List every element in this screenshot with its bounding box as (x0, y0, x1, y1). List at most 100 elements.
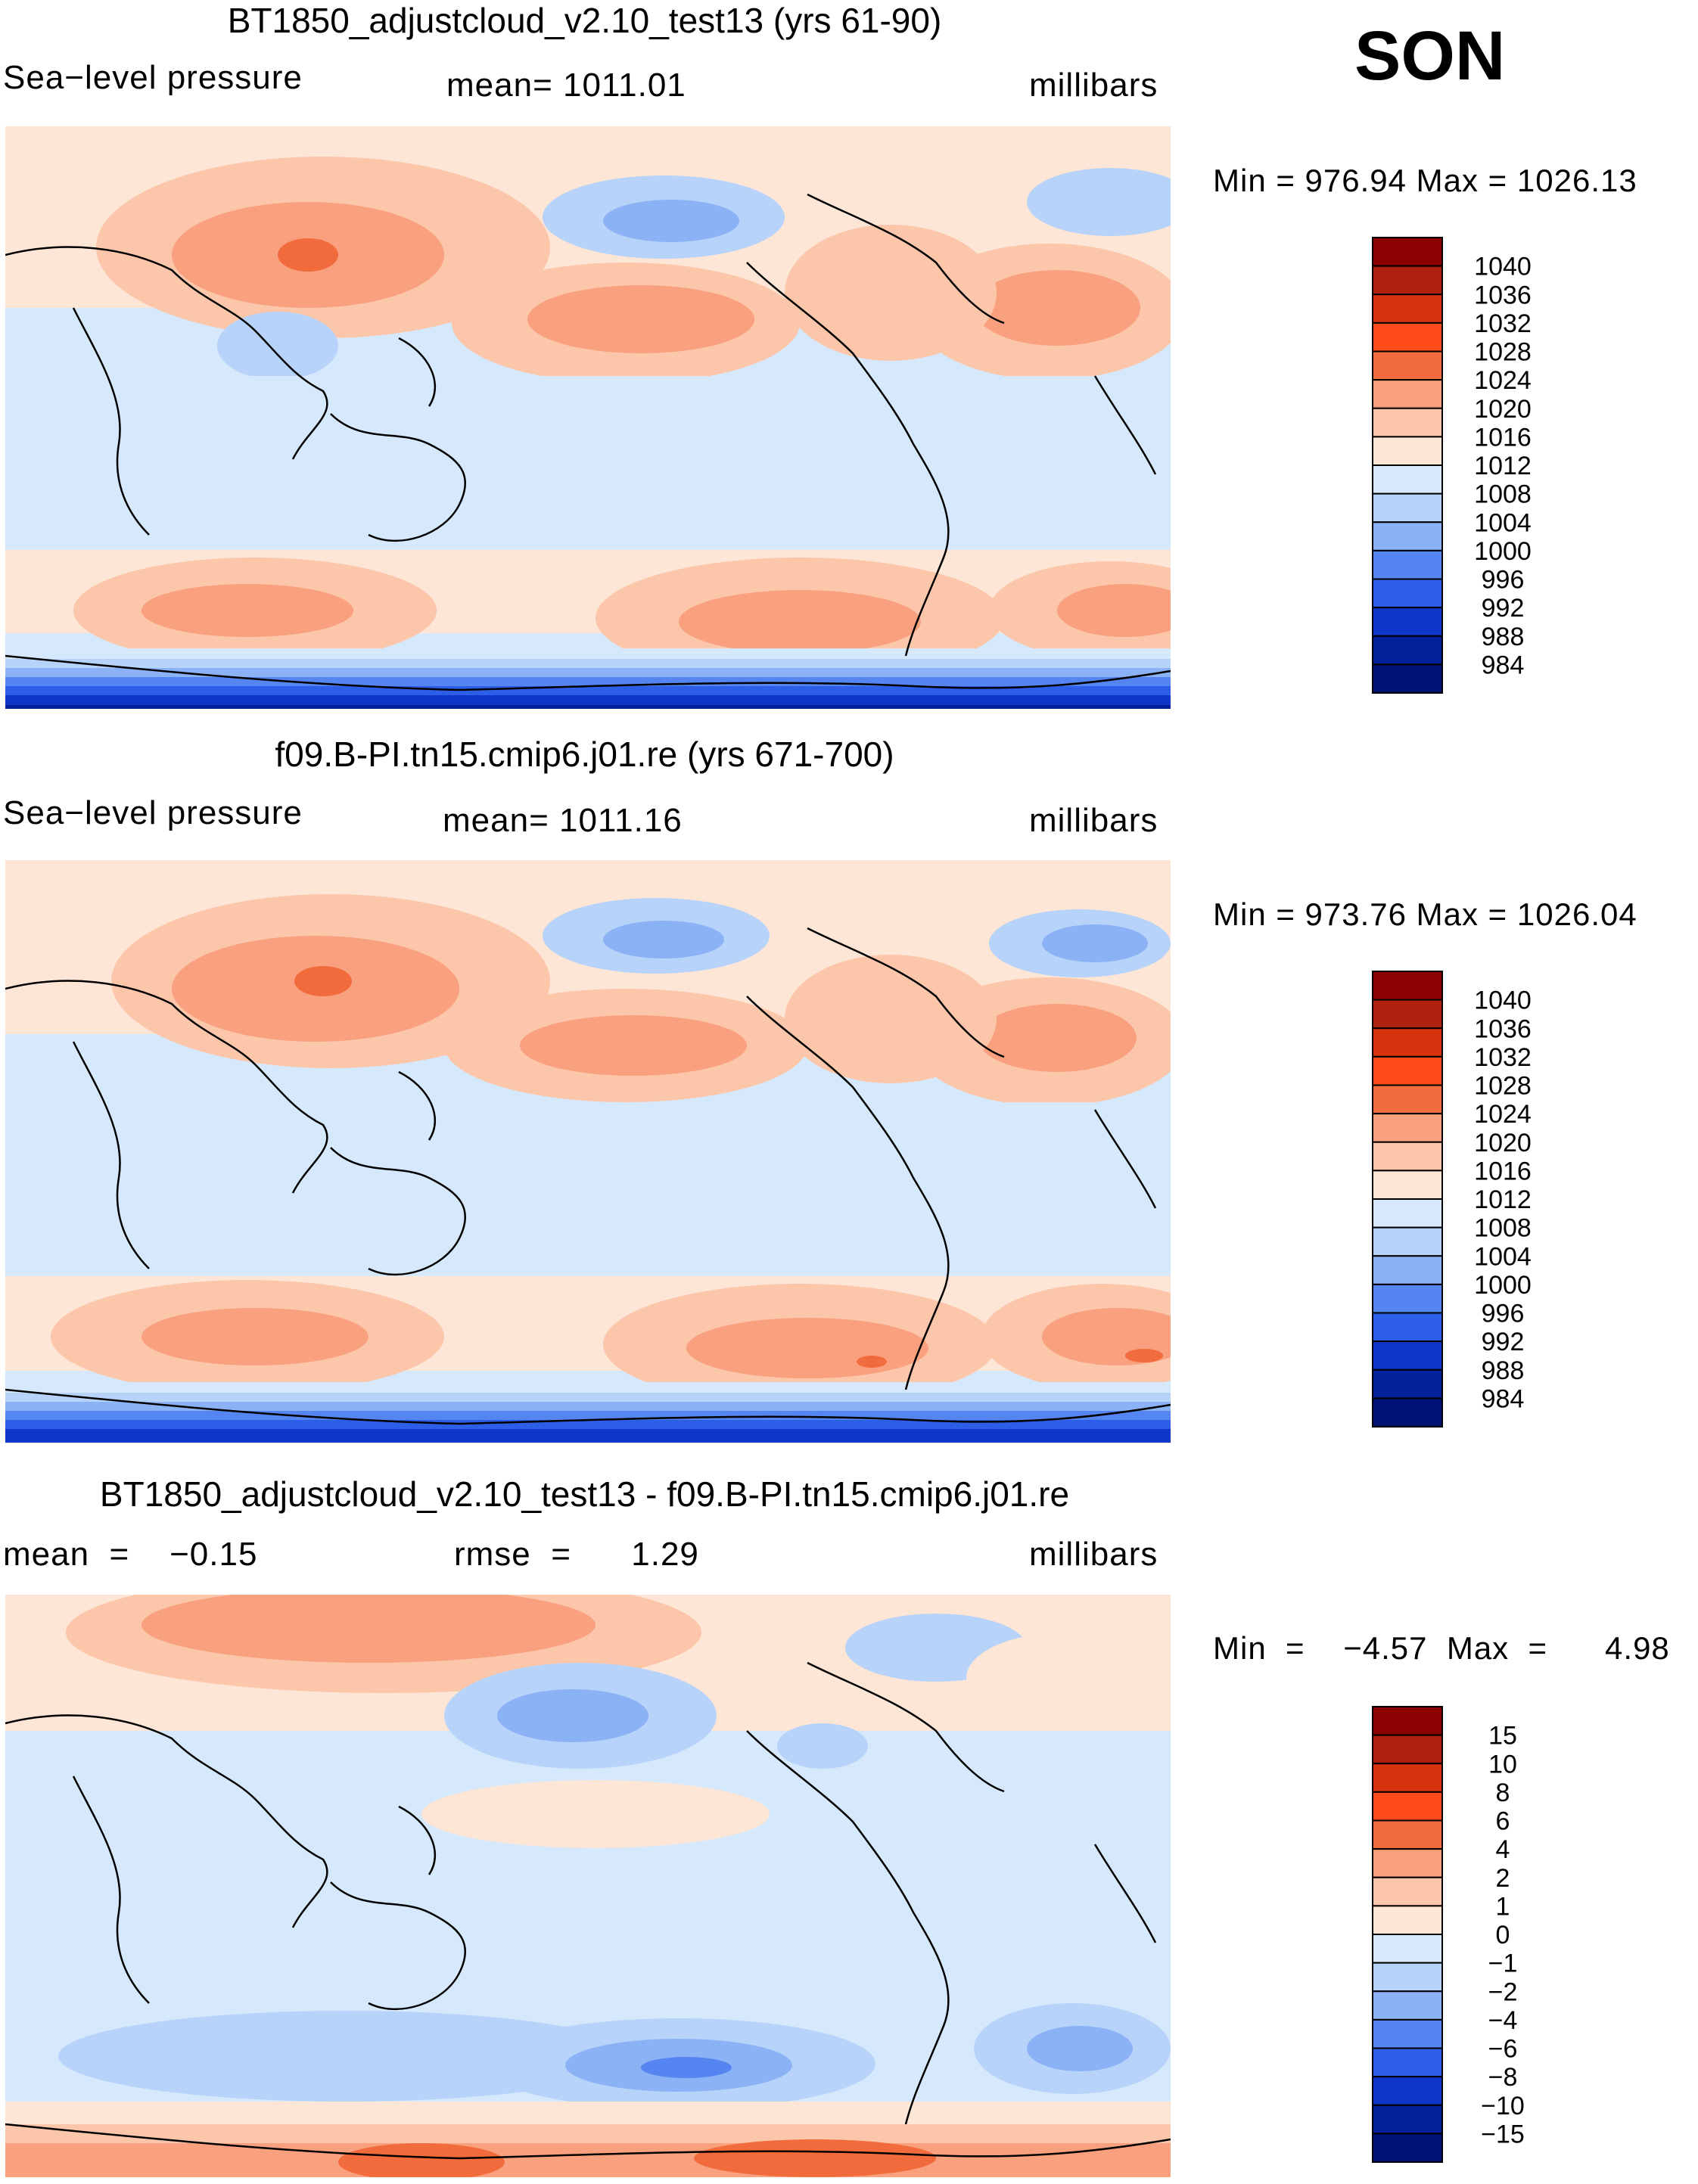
panel3-units: millibars (1029, 1536, 1158, 1573)
colorbar-box (1372, 436, 1443, 466)
south-pacific-high-core (679, 590, 921, 654)
colorbar-label: 0 (1496, 1921, 1510, 1949)
colorbar-box (1372, 265, 1443, 296)
colorbar-box (1372, 1763, 1443, 1793)
colorbar-box (1372, 1876, 1443, 1907)
colorbar-box (1372, 407, 1443, 438)
colorbar-label: −15 (1481, 2120, 1525, 2148)
colorbar-label: 1028 (1474, 338, 1532, 367)
panel3-title: BT1850_adjustcloud_v2.10_test13 - f09.B-… (99, 1474, 1070, 1514)
colorbar-label: 1040 (1474, 253, 1532, 281)
colorbar-label: −8 (1488, 2063, 1518, 2092)
colorbar-label: 1016 (1474, 423, 1532, 452)
north-atlantic-high-core (974, 270, 1140, 346)
colorbar-box (1372, 1368, 1443, 1400)
south-indian-high-core (142, 1308, 369, 1365)
colorbar-label: 6 (1496, 1807, 1510, 1836)
colorbar-label: −4 (1488, 2006, 1518, 2035)
south-pacific-high-core (686, 1318, 928, 1378)
south-indian-high-core (142, 584, 353, 637)
colorbar-label: 996 (1482, 566, 1525, 595)
so-band-4 (5, 1411, 1171, 1420)
colorbar-label: 996 (1482, 1300, 1525, 1328)
colorbar-label: 1032 (1474, 309, 1532, 338)
colorbar-box (1372, 1283, 1443, 1314)
coastlines (5, 193, 1171, 691)
colorbar-label: 4 (1496, 1835, 1510, 1864)
colorbar-label: 984 (1482, 651, 1525, 679)
north-america-high (785, 955, 997, 1083)
colorbar-label: 992 (1482, 594, 1525, 623)
panel1-minmax: Min = 976.94 Max = 1026.13 (1213, 163, 1637, 198)
colorbar-label: 1012 (1474, 1185, 1532, 1214)
so-band-7 (5, 705, 1171, 709)
colorbar-box (1372, 635, 1443, 666)
colorbar-box (1372, 464, 1443, 495)
colorbar-box (1372, 1027, 1443, 1058)
panel3-colorbar-boxes (1372, 1706, 1443, 2163)
colorbar-box (1372, 1255, 1443, 1285)
colorbar-box (1372, 1226, 1443, 1257)
colorbar-box (1372, 663, 1443, 694)
north-atlantic-high-core (978, 1004, 1137, 1072)
panel1-mean: mean= 1011.01 (446, 67, 686, 104)
panel1-units: millibars (1029, 67, 1158, 104)
colorbar-box (1372, 1734, 1443, 1765)
so-band-2 (5, 659, 1171, 668)
panel1-colorbar: 1040103610321028102410201016101210081004… (1372, 237, 1532, 694)
colorbar-box (1372, 350, 1443, 381)
colorbar-label: −10 (1481, 2092, 1525, 2120)
panel1-colorbar-labels: 1040103610321028102410201016101210081004… (1474, 253, 1532, 680)
colorbar-box (1372, 322, 1443, 353)
colorbar-label: −1 (1488, 1949, 1518, 1978)
colorbar-label: 992 (1482, 1328, 1525, 1356)
panel3-map (5, 1595, 1171, 2177)
coastlines (5, 927, 1171, 1425)
colorbar-box (1372, 1905, 1443, 1935)
icelandic-low (1027, 168, 1171, 236)
antarctic-pos-peak-1 (338, 2143, 505, 2177)
colorbar-label: −6 (1488, 2035, 1518, 2064)
colorbar-box (1372, 1170, 1443, 1200)
colorbar-label: 1036 (1474, 1014, 1532, 1043)
colorbar-label: 1016 (1474, 1157, 1532, 1185)
panel1-title: BT1850_adjustcloud_v2.10_test13 (yrs 61-… (227, 1, 942, 40)
colorbar-label: 1036 (1474, 281, 1532, 309)
siberian-high-peak (294, 966, 352, 996)
colorbar-box (1372, 1198, 1443, 1229)
colorbar-box (1372, 1848, 1443, 1878)
colorbar-box (1372, 1113, 1443, 1143)
panel3-minmax: Min = −4.57 Max = 4.98 (1213, 1630, 1670, 1666)
colorbar-label: 1004 (1474, 1242, 1532, 1271)
icelandic-low-core (1042, 924, 1148, 962)
panel3-mean: mean = −0.15 (3, 1536, 258, 1573)
panel2-mean: mean= 1011.16 (443, 802, 683, 839)
south-atlantic-high-peak (1125, 1349, 1163, 1362)
colorbar-label: 1024 (1474, 366, 1532, 395)
colorbar-label: 15 (1488, 1722, 1517, 1751)
colorbar-label: 984 (1482, 1384, 1525, 1413)
colorbar-box (1372, 549, 1443, 580)
colorbar-box (1372, 379, 1443, 409)
colorbar-box (1372, 1791, 1443, 1822)
colorbar-label: −2 (1488, 1977, 1518, 2006)
panel2-map (5, 860, 1171, 1443)
colorbar-box (1372, 607, 1443, 637)
colorbar-box (1372, 1819, 1443, 1850)
colorbar-box (1372, 521, 1443, 551)
so-band-1 (5, 1382, 1171, 1393)
colorbar-box (1372, 1934, 1443, 1964)
colorbar-box (1372, 2133, 1443, 2163)
colorbar-box (1372, 1055, 1443, 1086)
north-pacific-high-core (520, 1015, 747, 1076)
panel3-rmse: rmse = 1.29 (454, 1536, 699, 1573)
colorbar-label: 1008 (1474, 1214, 1532, 1243)
colorbar-label: 1024 (1474, 1100, 1532, 1129)
colorbar-box (1372, 1341, 1443, 1371)
panel2-minmax: Min = 973.76 Max = 1026.04 (1213, 896, 1637, 932)
colorbar-label: 2 (1496, 1864, 1510, 1893)
colorbar-box (1372, 1084, 1443, 1115)
colorbar-label: 1000 (1474, 1271, 1532, 1300)
tropics-band (5, 376, 1171, 550)
